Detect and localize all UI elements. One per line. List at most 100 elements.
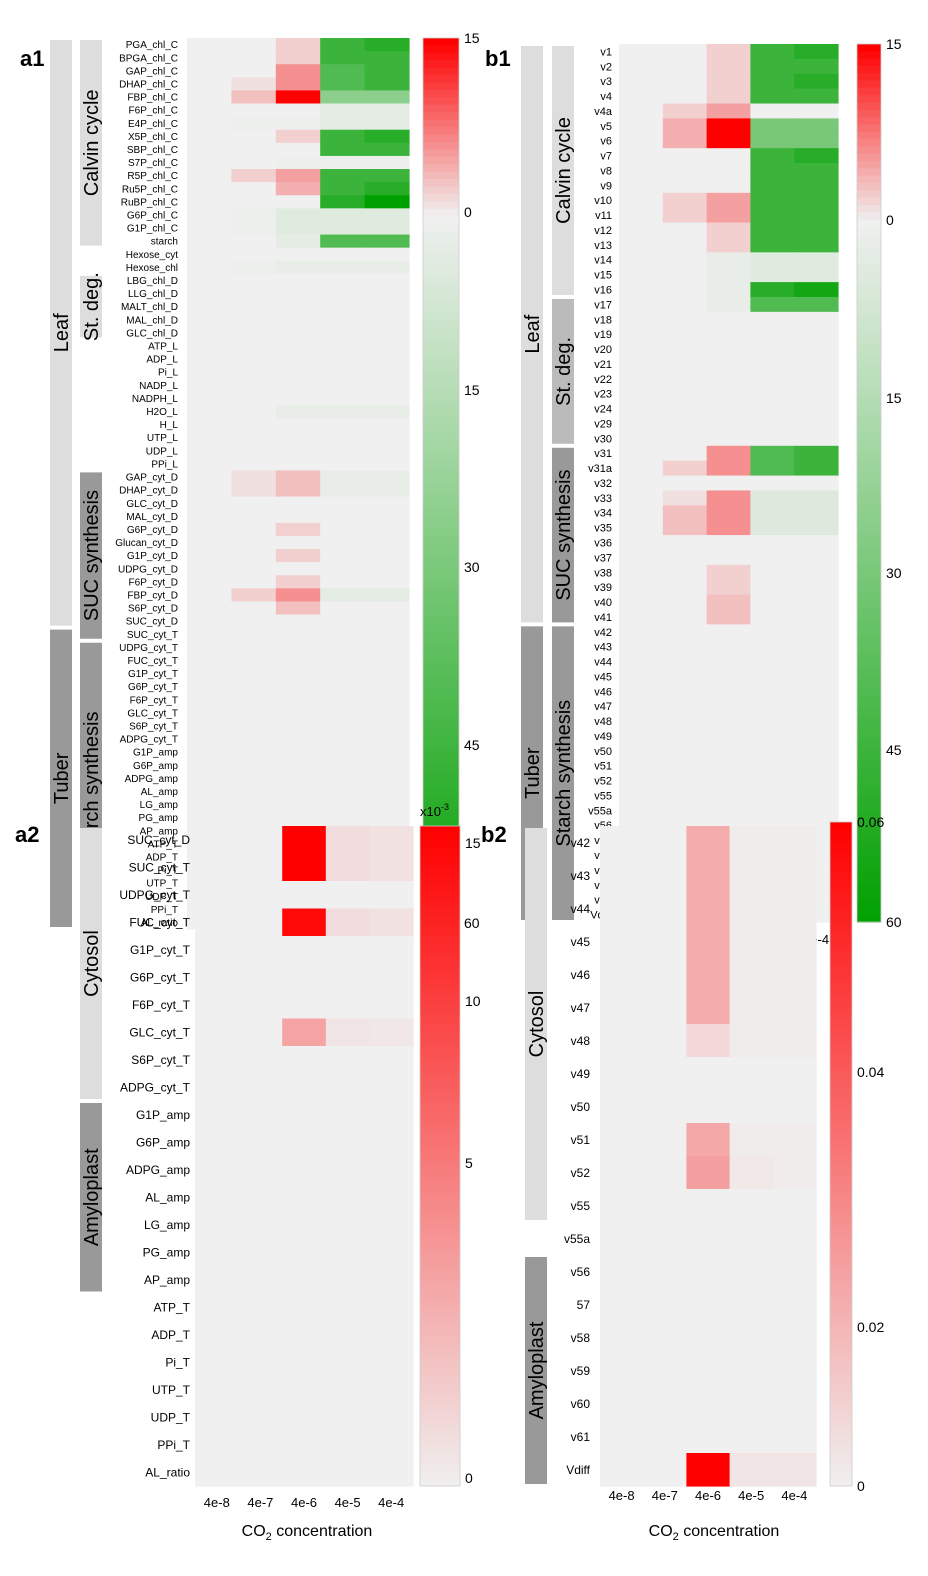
heatmap-cell <box>662 371 708 387</box>
heatmap-cell <box>364 745 410 760</box>
heatmap-cell <box>794 669 839 685</box>
heatmap-cell <box>275 300 321 314</box>
heatmap-cell <box>794 624 839 640</box>
heatmap-cell <box>619 133 664 149</box>
heatmap-cell <box>662 639 708 655</box>
heatmap-cell <box>275 417 321 432</box>
colorbar-segment <box>857 556 881 565</box>
colorbar-tick-label: 15 <box>464 30 480 46</box>
colorbar-segment <box>857 475 881 484</box>
heatmap-cell <box>320 483 366 498</box>
colorbar-segment <box>420 1420 460 1427</box>
row-label: PPi_T <box>157 1438 190 1452</box>
heatmap-cell <box>195 1266 240 1295</box>
colorbar-segment <box>857 300 881 308</box>
heatmap-cell <box>364 247 410 262</box>
row-label: SUC_cyt_T <box>129 861 191 875</box>
heatmap-cell <box>750 103 795 120</box>
colorbar-segment <box>857 753 881 762</box>
colorbar-segment <box>830 1225 852 1233</box>
heatmap-cell <box>706 163 751 179</box>
colorbar-segment <box>857 622 881 630</box>
heatmap-cell <box>364 470 410 485</box>
heatmap-cell <box>662 743 708 759</box>
row-label: starch <box>151 237 178 248</box>
colorbar-segment <box>830 855 852 862</box>
heatmap-cell <box>729 1024 774 1058</box>
row-label: v46 <box>594 686 612 698</box>
colorbar-segment <box>830 1109 852 1116</box>
heatmap-cell <box>187 378 232 393</box>
colorbar-segment <box>423 97 459 106</box>
heatmap-cell <box>187 732 232 747</box>
heatmap-cell <box>325 1183 370 1212</box>
row-label: LG_amp <box>144 1218 190 1232</box>
heatmap-cell <box>662 430 708 447</box>
row-label: PPi_L <box>151 459 178 470</box>
colorbar-segment <box>420 1249 460 1256</box>
colorbar-segment <box>420 886 460 893</box>
row-label: v35 <box>594 523 612 535</box>
colorbar-segment <box>420 1315 460 1322</box>
heatmap-cell <box>325 1101 370 1130</box>
heatmap-cell <box>643 1354 687 1388</box>
heatmap-cell <box>369 1128 414 1157</box>
colorbar-segment <box>830 1286 852 1293</box>
colorbar-segment <box>857 446 881 455</box>
heatmap-cell <box>325 1211 370 1240</box>
colorbar-segment <box>857 782 881 791</box>
row-label: AP_amp <box>140 826 179 837</box>
colorbar-segment <box>420 1442 460 1449</box>
heatmap-cell <box>275 51 321 65</box>
colorbar-segment <box>830 1148 852 1155</box>
heatmap-cell <box>275 535 321 550</box>
colorbar-segment <box>420 1475 460 1482</box>
heatmap-cell <box>320 811 366 825</box>
colorbar-segment <box>420 1403 460 1410</box>
colorbar-segment <box>423 386 459 396</box>
row-label: v18 <box>594 314 612 326</box>
colorbar-segment <box>420 1409 460 1416</box>
heatmap-cell <box>750 192 795 209</box>
heatmap-cell <box>364 666 410 681</box>
colorbar-segment <box>830 916 852 923</box>
heatmap-cell <box>662 535 708 551</box>
heatmap-cell <box>282 1266 327 1295</box>
colorbar-segment <box>830 882 852 889</box>
heatmap-cell <box>275 365 321 380</box>
colorbar-segment <box>420 1326 460 1333</box>
colorbar-segment <box>420 958 460 965</box>
heatmap-cell <box>195 1348 240 1377</box>
heatmap-cell <box>231 417 277 432</box>
colorbar-segment <box>420 1376 460 1383</box>
heatmap-cell <box>320 431 366 445</box>
heatmap-cell <box>325 1238 370 1267</box>
colorbar-segment <box>420 969 460 976</box>
colorbar-segment <box>830 932 852 939</box>
heatmap-cell <box>320 732 366 747</box>
row-label: v44 <box>571 902 591 916</box>
heatmap-cell <box>187 653 232 668</box>
heatmap-cell <box>750 148 795 164</box>
row-label: GLC_cyt_D <box>126 499 178 510</box>
heatmap-cell <box>686 1453 731 1487</box>
group-bar <box>521 46 543 623</box>
heatmap-cell <box>275 706 321 720</box>
row-label: Vdiff <box>566 1463 590 1477</box>
colorbar-segment <box>857 461 881 469</box>
heatmap-cell <box>231 666 277 681</box>
row-label: G1P_cyt_D <box>127 551 178 562</box>
heatmap-cell <box>187 758 232 773</box>
colorbar-segment <box>857 724 881 733</box>
heatmap-cell <box>794 103 839 120</box>
colorbar-segment <box>830 1054 852 1061</box>
x-tick-label: 4e-6 <box>695 1488 721 1503</box>
row-label: GAP_chl_C <box>126 66 178 77</box>
colorbar-segment <box>857 804 881 813</box>
heatmap-cell <box>187 90 232 105</box>
heatmap-cell <box>364 260 410 275</box>
row-label: UDPG_cyt_T <box>119 888 190 902</box>
colorbar-segment <box>423 780 459 789</box>
row-label: UTP_T <box>146 879 178 890</box>
heatmap-cell <box>320 208 366 223</box>
